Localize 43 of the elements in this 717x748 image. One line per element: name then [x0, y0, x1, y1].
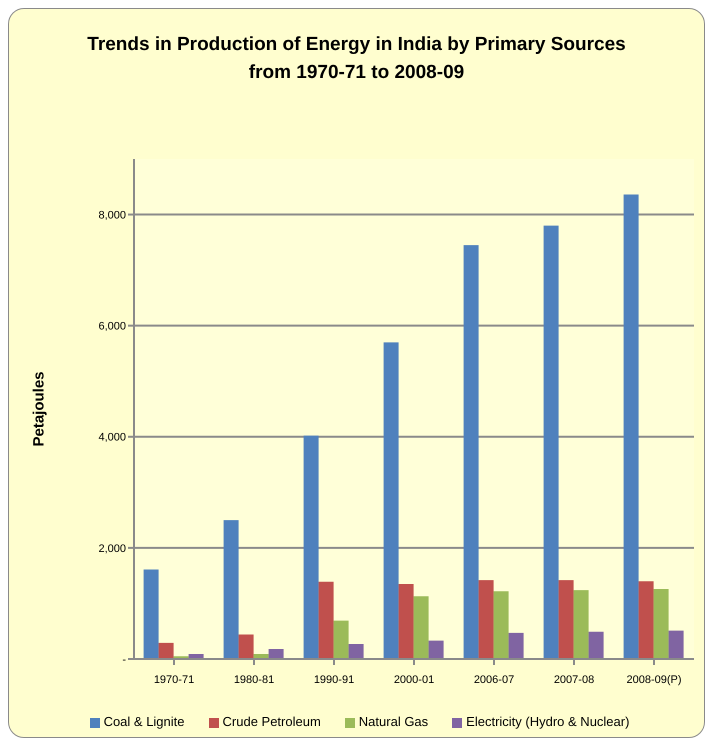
x-tick-label: 2006-07	[474, 674, 514, 686]
y-tick-label: 6,000	[98, 320, 126, 333]
bar	[668, 630, 684, 659]
chart-title: Trends in Production of Energy in India by Primary Sources from 1970-71 to 2008-09	[86, 33, 627, 85]
x-tick-label: 1990-91	[314, 674, 354, 686]
x-tick-label: 2000-01	[394, 674, 434, 686]
bar	[334, 620, 349, 659]
bar	[478, 580, 494, 659]
bar	[384, 342, 399, 659]
bar	[638, 581, 654, 659]
x-tick-label: 1980-81	[234, 674, 274, 686]
bar	[348, 644, 364, 659]
x-tick-label: 1970-71	[154, 674, 194, 686]
bar	[558, 580, 574, 659]
bar	[268, 649, 284, 659]
legend-label: Crude Petroleum	[222, 714, 321, 729]
legend-label: Natural Gas	[358, 714, 428, 729]
bar	[238, 634, 254, 659]
y-tick-label: 8,000	[98, 209, 126, 222]
x-tick-label: 2007-08	[554, 674, 594, 686]
bar	[158, 642, 174, 659]
bar	[414, 596, 429, 659]
x-tick-label: 2008-09(P)	[626, 674, 682, 686]
y-tick-label: 2,000	[98, 542, 126, 555]
bar	[624, 194, 639, 659]
legend-label: Coal & Lignite	[104, 714, 185, 729]
bar	[544, 226, 559, 659]
bar	[428, 640, 444, 659]
legend-label: Electricity (Hydro & Nuclear)	[466, 714, 630, 729]
bar	[304, 436, 319, 659]
bar	[574, 590, 589, 659]
y-tick-label: -	[122, 654, 126, 666]
bar	[654, 589, 669, 659]
bar	[144, 570, 159, 659]
bar	[464, 245, 479, 659]
bar	[588, 632, 604, 659]
bar	[224, 520, 239, 659]
bar	[318, 582, 334, 659]
bar	[398, 584, 414, 659]
bar	[508, 632, 524, 659]
y-axis-title: Petajoules	[30, 371, 48, 447]
bar	[494, 591, 509, 659]
y-tick-label: 4,000	[98, 432, 126, 444]
